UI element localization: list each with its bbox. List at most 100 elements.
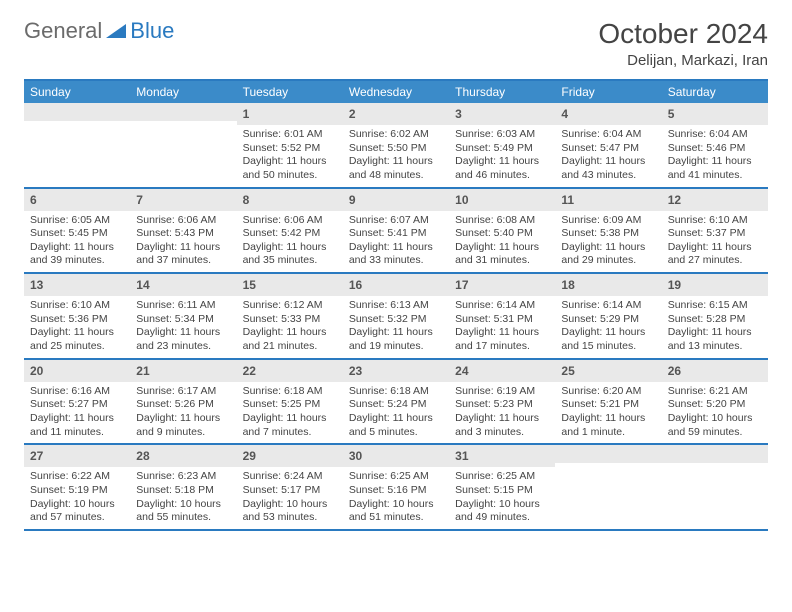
day-content: Sunrise: 6:23 AMSunset: 5:18 PMDaylight:… bbox=[130, 467, 236, 529]
day-number-row bbox=[24, 103, 130, 121]
sunrise-text: Sunrise: 6:12 AM bbox=[243, 299, 337, 313]
day-number: 16 bbox=[349, 278, 362, 292]
title-block: October 2024 Delijan, Markazi, Iran bbox=[598, 18, 768, 69]
day-number: 30 bbox=[349, 449, 362, 463]
day-number: 15 bbox=[243, 278, 256, 292]
day-content bbox=[24, 121, 130, 128]
day-cell bbox=[24, 103, 130, 187]
day-number-row: 6 bbox=[24, 189, 130, 211]
day-content: Sunrise: 6:06 AMSunset: 5:42 PMDaylight:… bbox=[237, 211, 343, 273]
day-cell: 8Sunrise: 6:06 AMSunset: 5:42 PMDaylight… bbox=[237, 189, 343, 273]
day-number-row: 17 bbox=[449, 274, 555, 296]
day-cell: 27Sunrise: 6:22 AMSunset: 5:19 PMDayligh… bbox=[24, 445, 130, 529]
logo-text-blue: Blue bbox=[130, 18, 174, 44]
day-cell: 22Sunrise: 6:18 AMSunset: 5:25 PMDayligh… bbox=[237, 360, 343, 444]
sunrise-text: Sunrise: 6:25 AM bbox=[455, 470, 549, 484]
daylight-text: Daylight: 11 hours and 13 minutes. bbox=[668, 326, 762, 353]
sunset-text: Sunset: 5:45 PM bbox=[30, 227, 124, 241]
day-number: 26 bbox=[668, 364, 681, 378]
day-content: Sunrise: 6:03 AMSunset: 5:49 PMDaylight:… bbox=[449, 125, 555, 187]
day-content: Sunrise: 6:25 AMSunset: 5:15 PMDaylight:… bbox=[449, 467, 555, 529]
sunset-text: Sunset: 5:16 PM bbox=[349, 484, 443, 498]
sunset-text: Sunset: 5:15 PM bbox=[455, 484, 549, 498]
day-number-row bbox=[662, 445, 768, 463]
day-number-row: 7 bbox=[130, 189, 236, 211]
daylight-text: Daylight: 11 hours and 35 minutes. bbox=[243, 241, 337, 268]
sunrise-text: Sunrise: 6:08 AM bbox=[455, 214, 549, 228]
day-number-row: 26 bbox=[662, 360, 768, 382]
sunrise-text: Sunrise: 6:05 AM bbox=[30, 214, 124, 228]
day-cell: 11 Sunrise: 6:09 AMSunset: 5:38 PMDayligh… bbox=[555, 189, 661, 273]
daylight-text: Daylight: 11 hours and 29 minutes. bbox=[561, 241, 655, 268]
day-content bbox=[130, 121, 236, 128]
day-cell bbox=[130, 103, 236, 187]
sunset-text: Sunset: 5:28 PM bbox=[668, 313, 762, 327]
day-number: 19 bbox=[668, 278, 681, 292]
week-row: 13Sunrise: 6:10 AMSunset: 5:36 PMDayligh… bbox=[24, 274, 768, 360]
day-content: Sunrise: 6:19 AMSunset: 5:23 PMDaylight:… bbox=[449, 382, 555, 444]
day-cell: 6 Sunrise: 6:05 AMSunset: 5:45 PMDaylight… bbox=[24, 189, 130, 273]
day-cell: 13Sunrise: 6:10 AMSunset: 5:36 PMDayligh… bbox=[24, 274, 130, 358]
sunrise-text: Sunrise: 6:11 AM bbox=[136, 299, 230, 313]
day-number: 25 bbox=[561, 364, 574, 378]
daylight-text: Daylight: 10 hours and 57 minutes. bbox=[30, 498, 124, 525]
sunrise-text: Sunrise: 6:09 AM bbox=[561, 214, 655, 228]
day-number-row: 8 bbox=[237, 189, 343, 211]
day-number-row: 16 bbox=[343, 274, 449, 296]
day-number: 11 bbox=[561, 193, 574, 207]
weekday-header-row: Sunday Monday Tuesday Wednesday Thursday… bbox=[24, 81, 768, 103]
sunset-text: Sunset: 5:32 PM bbox=[349, 313, 443, 327]
sunrise-text: Sunrise: 6:23 AM bbox=[136, 470, 230, 484]
day-number-row: 2 bbox=[343, 103, 449, 125]
day-number: 21 bbox=[136, 364, 149, 378]
sunrise-text: Sunrise: 6:03 AM bbox=[455, 128, 549, 142]
day-content: Sunrise: 6:13 AMSunset: 5:32 PMDaylight:… bbox=[343, 296, 449, 358]
day-number-row: 22 bbox=[237, 360, 343, 382]
day-number: 7 bbox=[136, 193, 143, 207]
day-number-row: 30 bbox=[343, 445, 449, 467]
calendar: Sunday Monday Tuesday Wednesday Thursday… bbox=[24, 79, 768, 531]
sunrise-text: Sunrise: 6:06 AM bbox=[136, 214, 230, 228]
day-content: Sunrise: 6:20 AMSunset: 5:21 PMDaylight:… bbox=[555, 382, 661, 444]
day-number-row: 11 bbox=[555, 189, 661, 211]
sunset-text: Sunset: 5:36 PM bbox=[30, 313, 124, 327]
day-number: 4 bbox=[561, 107, 568, 121]
sunrise-text: Sunrise: 6:24 AM bbox=[243, 470, 337, 484]
day-cell: 19Sunrise: 6:15 AMSunset: 5:28 PMDayligh… bbox=[662, 274, 768, 358]
daylight-text: Daylight: 11 hours and 39 minutes. bbox=[30, 241, 124, 268]
day-number: 3 bbox=[455, 107, 462, 121]
daylight-text: Daylight: 11 hours and 17 minutes. bbox=[455, 326, 549, 353]
daylight-text: Daylight: 10 hours and 51 minutes. bbox=[349, 498, 443, 525]
day-content: Sunrise: 6:02 AMSunset: 5:50 PMDaylight:… bbox=[343, 125, 449, 187]
sunrise-text: Sunrise: 6:06 AM bbox=[243, 214, 337, 228]
day-number-row: 9 bbox=[343, 189, 449, 211]
logo-text-general: General bbox=[24, 18, 102, 44]
sunset-text: Sunset: 5:33 PM bbox=[243, 313, 337, 327]
sunset-text: Sunset: 5:27 PM bbox=[30, 398, 124, 412]
day-content: Sunrise: 6:09 AMSunset: 5:38 PMDaylight:… bbox=[555, 211, 661, 273]
weekday-wednesday: Wednesday bbox=[343, 81, 449, 103]
day-number: 31 bbox=[455, 449, 468, 463]
sunrise-text: Sunrise: 6:18 AM bbox=[349, 385, 443, 399]
day-number-row: 12 bbox=[662, 189, 768, 211]
day-cell: 14Sunrise: 6:11 AMSunset: 5:34 PMDayligh… bbox=[130, 274, 236, 358]
day-number: 24 bbox=[455, 364, 468, 378]
day-cell: 18Sunrise: 6:14 AMSunset: 5:29 PMDayligh… bbox=[555, 274, 661, 358]
sunset-text: Sunset: 5:29 PM bbox=[561, 313, 655, 327]
sunrise-text: Sunrise: 6:17 AM bbox=[136, 385, 230, 399]
daylight-text: Daylight: 10 hours and 59 minutes. bbox=[668, 412, 762, 439]
day-cell bbox=[662, 445, 768, 529]
location-label: Delijan, Markazi, Iran bbox=[598, 52, 768, 69]
day-number: 17 bbox=[455, 278, 468, 292]
day-content: Sunrise: 6:21 AMSunset: 5:20 PMDaylight:… bbox=[662, 382, 768, 444]
day-number: 1 bbox=[243, 107, 250, 121]
day-number: 12 bbox=[668, 193, 681, 207]
daylight-text: Daylight: 11 hours and 27 minutes. bbox=[668, 241, 762, 268]
day-cell: 23Sunrise: 6:18 AMSunset: 5:24 PMDayligh… bbox=[343, 360, 449, 444]
day-number: 23 bbox=[349, 364, 362, 378]
day-number-row: 4 bbox=[555, 103, 661, 125]
daylight-text: Daylight: 11 hours and 19 minutes. bbox=[349, 326, 443, 353]
day-cell: 4Sunrise: 6:04 AMSunset: 5:47 PMDaylight… bbox=[555, 103, 661, 187]
sunrise-text: Sunrise: 6:14 AM bbox=[561, 299, 655, 313]
day-number-row: 5 bbox=[662, 103, 768, 125]
